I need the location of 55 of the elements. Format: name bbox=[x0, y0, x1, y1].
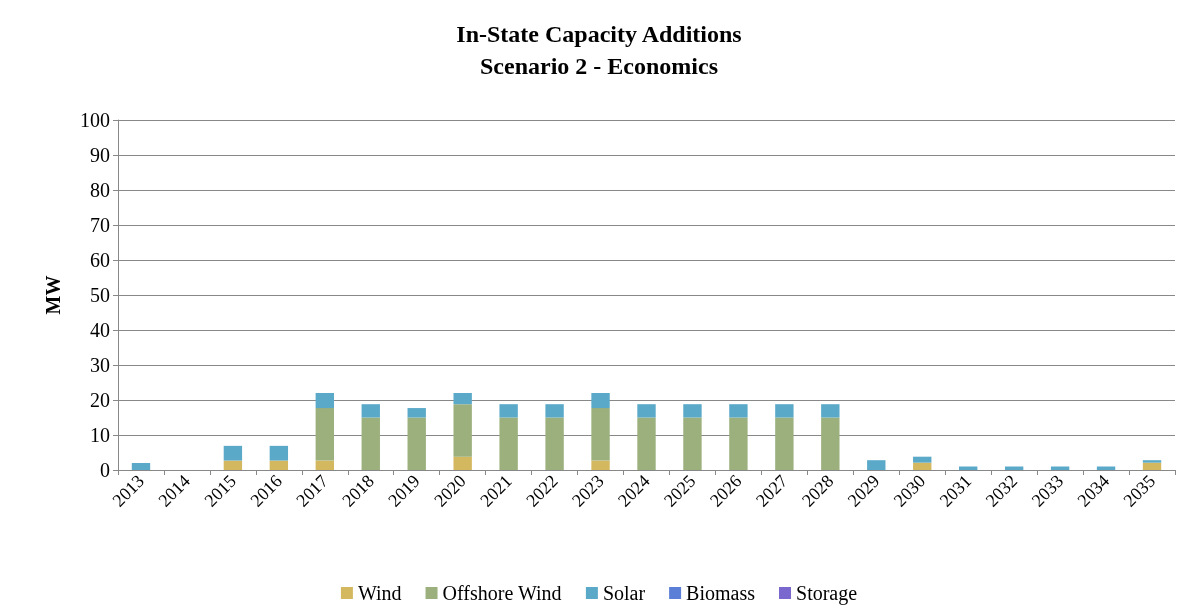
bar bbox=[545, 404, 564, 418]
bar bbox=[1142, 460, 1162, 463]
chart-title: In-State Capacity Additions Scenario 2 - Economics bbox=[456, 21, 742, 79]
bar bbox=[591, 408, 610, 461]
legend-label: Solar bbox=[602, 582, 646, 604]
bar bbox=[729, 417, 748, 470]
bar bbox=[407, 408, 426, 418]
y-tick-label: 100 bbox=[80, 109, 110, 131]
bar bbox=[775, 404, 794, 418]
bar bbox=[683, 404, 702, 418]
legend-label: Biomass bbox=[686, 582, 756, 604]
bar bbox=[821, 404, 840, 418]
y-tick-label: 10 bbox=[90, 424, 110, 446]
bar bbox=[453, 404, 472, 457]
y-tick-label: 60 bbox=[90, 249, 110, 271]
y-tick-label: 80 bbox=[90, 179, 110, 201]
bar bbox=[683, 417, 702, 470]
y-tick-label: 0 bbox=[100, 459, 110, 481]
bar bbox=[315, 393, 334, 409]
legend-label: Wind bbox=[357, 582, 402, 604]
bar bbox=[407, 417, 426, 470]
bar bbox=[545, 417, 564, 470]
bar bbox=[499, 417, 518, 470]
bar bbox=[913, 456, 932, 463]
y-tick-label: 40 bbox=[90, 319, 110, 341]
bar bbox=[315, 460, 334, 470]
legend-label: Storage bbox=[796, 582, 858, 605]
bar bbox=[499, 404, 518, 418]
bar bbox=[637, 417, 656, 470]
bar bbox=[867, 460, 886, 470]
y-tick-label: 50 bbox=[90, 284, 110, 306]
y-tick-label: 90 bbox=[90, 144, 110, 166]
bar bbox=[269, 460, 289, 470]
bar bbox=[269, 445, 289, 461]
bar bbox=[223, 460, 243, 470]
bar bbox=[223, 445, 243, 461]
y-tick-label: 20 bbox=[90, 389, 110, 411]
bar bbox=[591, 393, 610, 409]
y-tick-label: 30 bbox=[90, 354, 110, 376]
bar bbox=[361, 417, 380, 470]
bar bbox=[361, 404, 380, 418]
bar bbox=[775, 417, 794, 470]
bar bbox=[453, 393, 472, 405]
legend-label: Offshore Wind bbox=[442, 582, 562, 604]
bar bbox=[821, 417, 840, 470]
bar bbox=[637, 404, 656, 418]
y-axis-title: MW bbox=[42, 275, 64, 315]
bar bbox=[729, 404, 748, 418]
bar bbox=[453, 456, 472, 470]
bar bbox=[315, 408, 334, 461]
bar bbox=[913, 462, 932, 470]
y-tick-label: 70 bbox=[90, 214, 110, 236]
bar bbox=[591, 460, 610, 470]
bar bbox=[131, 463, 151, 470]
bar bbox=[1142, 462, 1162, 470]
